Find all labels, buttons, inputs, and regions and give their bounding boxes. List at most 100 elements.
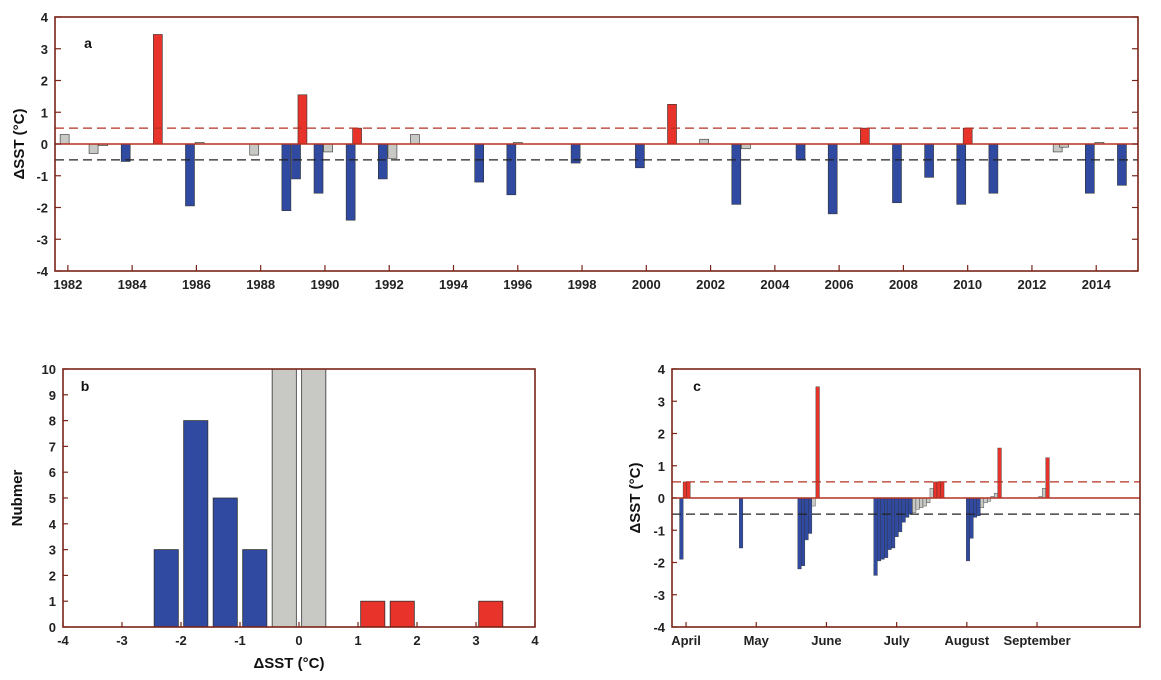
bar-a-7	[249, 143, 260, 156]
bar-c-33	[976, 497, 981, 516]
xtick-label-c-3: July	[884, 633, 911, 648]
bar-c-19	[905, 497, 910, 518]
ytick-label-c-7: 3	[658, 394, 665, 409]
bar-a-29	[860, 127, 870, 145]
bar-c-24	[922, 497, 927, 507]
ytick-label-b-3: 3	[49, 543, 56, 558]
xtick-label-a-9: 2000	[632, 277, 661, 292]
bar-c-6	[804, 497, 809, 541]
ytick-label-b-5: 5	[49, 491, 56, 506]
bar-c-23	[919, 497, 924, 508]
panel-a: -4 -3 -2 -1 0 1 2 3 4 1982 1984 1986 1988 1990 1992 199…	[11, 10, 1139, 292]
xtick-label-a-12: 2006	[825, 277, 854, 292]
xtick-label-a-15: 2012	[1017, 277, 1046, 292]
bar-a-33	[962, 127, 973, 145]
ytick-label-b-6: 6	[49, 465, 56, 480]
bar-a-15	[377, 143, 388, 180]
xtick-label-b-5: 1	[354, 633, 361, 648]
ytick-label-c-0: -4	[653, 620, 665, 635]
plot-frame-b	[62, 368, 536, 628]
xtick-label-a-0: 1982	[53, 277, 82, 292]
ytick-label-b-1: 1	[49, 594, 56, 609]
bar-a-25	[731, 143, 742, 205]
xtick-label-b-3: -1	[234, 633, 246, 648]
ytick-label-c-8: 4	[658, 362, 666, 377]
bar-c-41	[1042, 488, 1047, 499]
ytick-label-c-4: 0	[658, 491, 665, 506]
bar-a-22	[635, 143, 645, 169]
bar-b-6	[360, 600, 386, 628]
ytick-label-b-0: 0	[49, 620, 56, 635]
bar-c-20	[908, 497, 913, 515]
bar-b-1	[183, 420, 209, 628]
bar-a-5	[185, 143, 195, 207]
xtick-label-b-7: 3	[472, 633, 479, 648]
bar-a-12	[323, 143, 333, 153]
xtick-label-c-5: September	[1003, 633, 1070, 648]
ytick-label-c-6: 2	[658, 427, 665, 442]
bar-a-19	[506, 143, 517, 196]
xtick-label-a-10: 2002	[696, 277, 725, 292]
xtick-label-a-4: 1990	[310, 277, 339, 292]
ytick-label-c-5: 1	[658, 459, 665, 474]
bar-c-17	[898, 497, 903, 533]
bar-c-5	[801, 497, 806, 566]
xtick-label-a-1: 1984	[118, 277, 148, 292]
ytick-label-c-2: -2	[653, 556, 665, 571]
bar-c-31	[969, 497, 974, 539]
bar-c-3	[739, 497, 744, 549]
xtick-label-b-2: -2	[175, 633, 187, 648]
bar-a-17	[410, 134, 420, 145]
xtick-label-a-13: 2008	[889, 277, 918, 292]
ytick-label-a-6: 2	[41, 74, 48, 89]
bar-c-13	[884, 497, 889, 558]
bar-c-2	[686, 481, 691, 499]
bar-a-13	[345, 143, 356, 221]
panel-label-b: b	[81, 378, 90, 394]
bar-a-28	[827, 143, 838, 215]
panel-c: -4 -3 -2 -1 0 1 2 3 4 April May June July August Septe…	[627, 362, 1141, 648]
bar-c-11	[877, 497, 882, 562]
xtick-label-a-2: 1986	[182, 277, 211, 292]
bar-c-42	[1045, 457, 1050, 499]
ytick-label-b-9: 9	[49, 388, 56, 403]
xtick-label-a-11: 2004	[760, 277, 790, 292]
ytick-label-a-0: -4	[36, 264, 48, 279]
bar-c-26	[929, 488, 934, 499]
bar-c-8	[811, 497, 816, 507]
bar-b-4	[271, 368, 297, 628]
bar-a-10	[297, 94, 308, 145]
bar-c-22	[915, 497, 920, 510]
ytick-label-a-4: 0	[41, 137, 48, 152]
bar-a-9	[291, 143, 301, 180]
bar-a-18	[474, 143, 485, 183]
bar-c-28	[936, 481, 941, 499]
bar-c-34	[980, 497, 985, 508]
ytick-label-b-7: 7	[49, 439, 56, 454]
xtick-label-b-4: 0	[295, 633, 302, 648]
ytick-label-a-7: 3	[41, 42, 48, 57]
bar-c-10	[873, 497, 878, 576]
xtick-label-a-7: 1996	[503, 277, 532, 292]
panel-label-c: c	[693, 378, 701, 394]
bar-a-39	[1117, 143, 1127, 186]
xtick-label-b-6: 2	[413, 633, 420, 648]
xtick-label-a-6: 1994	[439, 277, 469, 292]
xtick-label-c-4: August	[944, 633, 989, 648]
bar-c-27	[933, 481, 938, 499]
bar-a-32	[956, 143, 967, 205]
bar-b-3	[242, 549, 268, 628]
xtick-label-c-2: June	[811, 633, 841, 648]
bar-a-30	[892, 143, 902, 204]
bar-a-14	[352, 127, 362, 145]
ylabel-a: ΔSST (°C)	[11, 109, 28, 180]
xtick-label-a-16: 2014	[1082, 277, 1112, 292]
bar-b-7	[389, 600, 415, 628]
xtick-label-a-8: 1998	[568, 277, 597, 292]
bar-a-23	[667, 104, 677, 145]
xtick-label-b-1: -3	[116, 633, 128, 648]
bar-a-3	[120, 143, 131, 162]
ytick-label-a-5: 1	[41, 105, 48, 120]
xtick-label-b-0: -4	[57, 633, 69, 648]
